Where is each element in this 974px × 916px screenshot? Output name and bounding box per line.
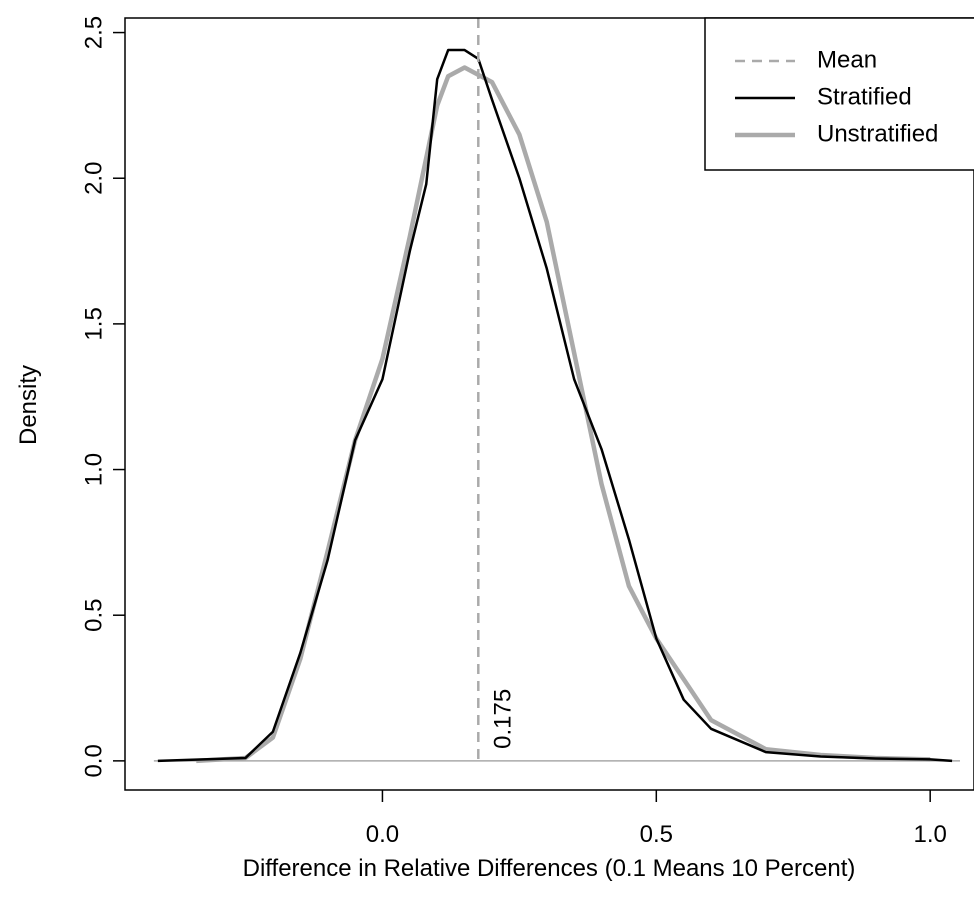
y-tick-label: 0.5 [80,599,107,632]
density-line [157,48,953,763]
density-line [196,65,931,764]
y-axis-label: Density [15,365,42,445]
y-tick-label: 1.0 [80,453,107,486]
legend-label: Stratified [817,83,912,110]
x-axis-label: Difference in Relative Differences (0.1 … [243,855,856,882]
legend-label: Mean [817,46,877,73]
y-tick-label: 2.5 [80,16,107,49]
plot-frame [124,17,974,791]
x-tick-label: 0.0 [366,821,399,848]
x-tick-label: 1.0 [913,821,946,848]
x-tick-label: 0.5 [640,821,673,848]
legend-box [704,17,974,171]
y-tick-label: 1.5 [80,307,107,340]
y-tick-label: 0.0 [80,744,107,777]
y-tick-label: 2.0 [80,162,107,195]
mean-annotation: 0.175 [489,689,516,749]
legend-label: Unstratified [817,120,938,147]
